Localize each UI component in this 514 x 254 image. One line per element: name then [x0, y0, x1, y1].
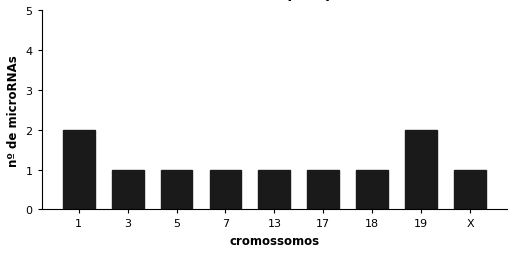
Text: microRNAs: microRNAs [185, 0, 274, 1]
Bar [307, 170, 339, 210]
Y-axis label: nº de microRNAs: nº de microRNAs [7, 55, 20, 166]
Bar [356, 170, 388, 210]
Bar [210, 170, 242, 210]
X-axis label: cromossomos: cromossomos [229, 234, 319, 247]
Bar [161, 170, 192, 210]
Text: hipoexpressos: hipoexpressos [274, 0, 387, 1]
Bar [112, 170, 143, 210]
Bar [454, 170, 486, 210]
Bar [63, 130, 95, 210]
Bar [405, 130, 437, 210]
Bar [259, 170, 290, 210]
